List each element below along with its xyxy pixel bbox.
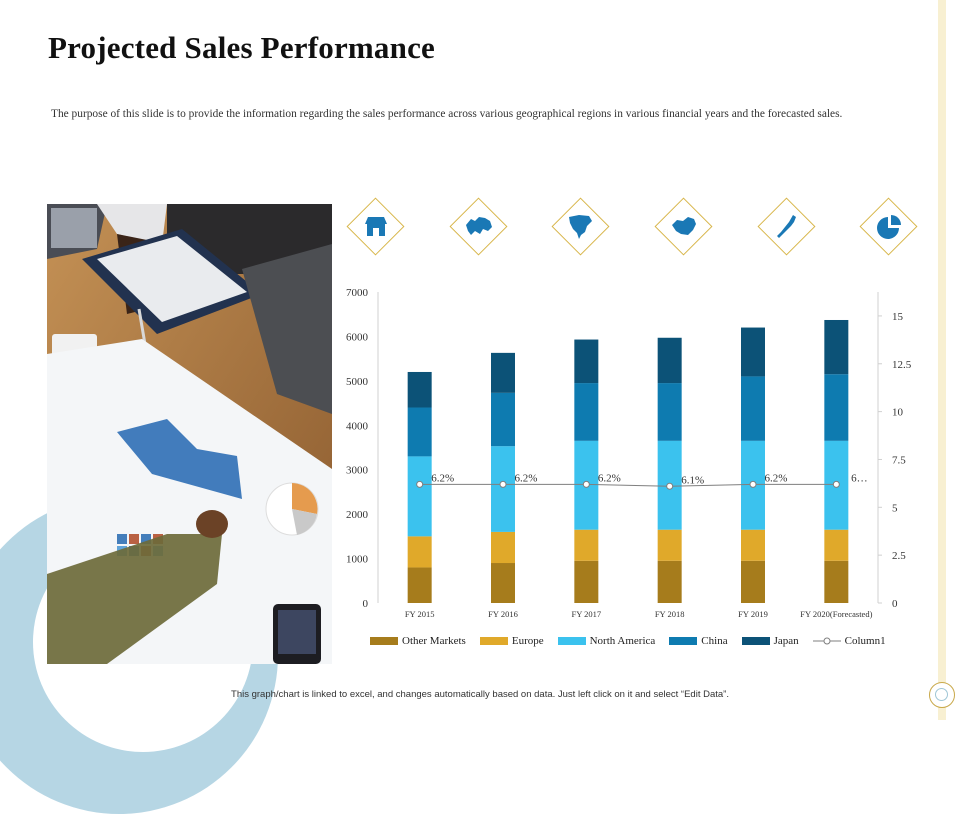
china-map-icon	[654, 197, 713, 256]
x-tick-label: FY 2018	[655, 609, 685, 619]
bar-segment	[824, 319, 849, 375]
bar-segment	[657, 383, 682, 441]
bar-segment	[574, 339, 599, 384]
line-data-label: 6.1%	[681, 474, 704, 486]
line-point	[666, 482, 674, 490]
pie-chart-icon	[859, 197, 918, 256]
y-tick-label: 0	[363, 598, 369, 610]
x-tick-label: FY 2016	[488, 609, 518, 619]
y2-tick-label: 10	[892, 407, 904, 419]
x-tick-label: FY 2015	[405, 609, 435, 619]
bar-segment	[824, 529, 849, 561]
y2-tick-label: 15	[892, 311, 904, 323]
line-point	[749, 480, 757, 488]
y-tick-label: 7000	[346, 287, 369, 299]
line-data-label: 6…	[851, 472, 868, 484]
bar-segment	[407, 536, 432, 568]
line-data-label: 6.2%	[765, 472, 788, 484]
office-desk-photo	[47, 204, 332, 664]
line-data-label: 6.2%	[515, 472, 538, 484]
y2-tick-label: 12.5	[892, 359, 912, 371]
legend-item-japan: Japan	[741, 635, 799, 647]
line-series-column1	[419, 483, 837, 487]
bar-segment	[407, 407, 432, 457]
bar-segment	[741, 327, 765, 377]
bar-segment	[407, 567, 432, 603]
line-point	[582, 480, 590, 488]
chart-legend: Other Markets Europe North America China…	[370, 635, 900, 647]
y-tick-label: 5000	[346, 376, 369, 388]
japan-map-icon	[757, 197, 816, 256]
bar-segment	[741, 376, 765, 441]
bar-segment	[824, 560, 849, 603]
page-title: Projected Sales Performance	[48, 30, 435, 65]
y2-tick-label: 7.5	[892, 454, 906, 466]
x-tick-label: FY 2019	[738, 609, 768, 619]
legend-item-other-markets: Other Markets	[370, 635, 466, 647]
bar-segment	[824, 374, 849, 441]
stacked-bar-chart: 0 1000 2000 3000 4000 5000 6000 7000 0 2.5 5 7.5 10 1…	[346, 287, 912, 619]
legend-item-north-america: North America	[557, 635, 655, 647]
bar-segment	[491, 392, 515, 447]
y2-tick-label: 0	[892, 598, 898, 610]
x-tick-label: FY 2020(Forecasted)	[800, 609, 872, 619]
store-icon	[346, 197, 405, 256]
y-tick-label: 4000	[346, 420, 369, 432]
y2-tick-label: 5	[892, 502, 898, 514]
bar-segment	[741, 529, 765, 561]
line-point	[499, 480, 507, 488]
legend-item-column1: Column1	[812, 635, 886, 647]
right-edge-strip	[938, 0, 946, 720]
bar-segment	[491, 352, 515, 393]
y-tick-label: 6000	[346, 331, 369, 343]
slide-description: The purpose of this slide is to provide …	[51, 108, 843, 120]
footer-note: This graph/chart is linked to excel, and…	[231, 689, 729, 700]
line-data-label: 6.2%	[598, 472, 621, 484]
y-tick-label: 1000	[346, 554, 369, 566]
line-point	[832, 480, 840, 488]
y-tick-label: 2000	[346, 509, 369, 521]
bar-segment	[574, 529, 599, 561]
page-badge	[929, 682, 955, 708]
north-america-map-icon	[551, 197, 610, 256]
line-point	[416, 480, 424, 488]
europe-map-icon	[449, 197, 508, 256]
bar-segment	[574, 383, 599, 441]
bar-segment	[657, 529, 682, 561]
bar-segment	[657, 560, 682, 603]
bar-segment	[407, 371, 432, 408]
bar-segment	[741, 560, 765, 603]
x-tick-label: FY 2017	[571, 609, 601, 619]
bar-segment	[657, 337, 682, 384]
bar-segment	[491, 446, 515, 532]
y-tick-label: 3000	[346, 465, 369, 477]
bar-segment	[407, 456, 432, 537]
legend-item-china: China	[669, 635, 728, 647]
line-data-label: 6.2%	[431, 472, 454, 484]
legend-item-europe: Europe	[479, 635, 544, 647]
y2-tick-label: 2.5	[892, 550, 906, 562]
bar-segment	[574, 560, 599, 603]
bar-segment	[491, 531, 515, 564]
bar-segment	[491, 563, 515, 603]
